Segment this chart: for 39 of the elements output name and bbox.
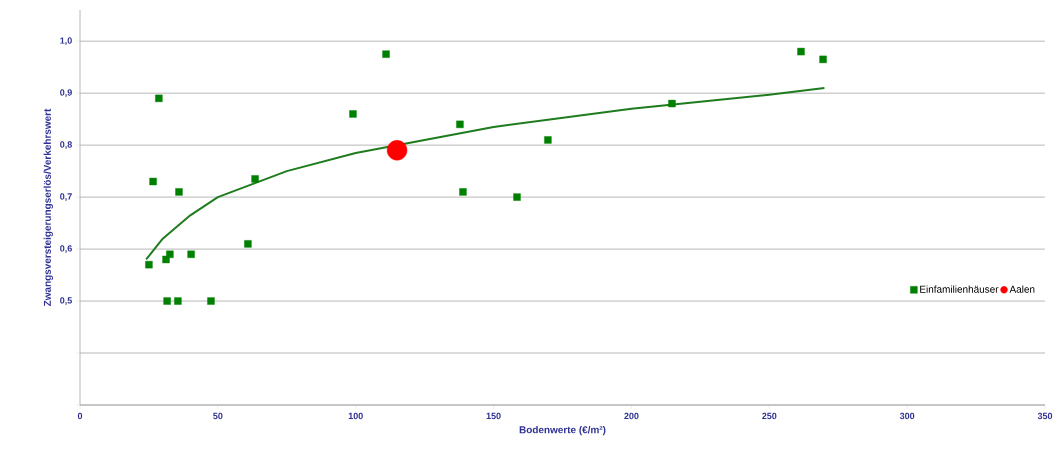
point — [382, 50, 390, 58]
legend-label: Einfamilienhäuser — [920, 285, 999, 293]
point — [797, 47, 805, 56]
point — [459, 188, 467, 196]
x-tick-label: 350 — [1037, 412, 1053, 420]
x-tick-label: 200 — [624, 412, 639, 420]
x-tick-label: 250 — [762, 412, 777, 420]
point — [207, 297, 215, 305]
point — [244, 240, 252, 248]
point — [149, 177, 157, 186]
x-tick-label: 50 — [213, 412, 223, 420]
y-tick-label: 0,9 — [60, 89, 72, 97]
x-axis-title: Bodenwerte (€/m²) — [519, 425, 606, 436]
point — [166, 250, 174, 258]
x-tick-label: 150 — [486, 412, 501, 420]
point — [187, 250, 195, 258]
point — [513, 193, 521, 201]
y-tick-label: 0,8 — [60, 141, 72, 149]
point — [145, 260, 153, 269]
point — [251, 175, 259, 183]
x-tick-label: 0 — [77, 412, 83, 420]
point — [456, 120, 464, 129]
legend-label: Aalen — [1009, 285, 1035, 293]
point — [349, 110, 357, 118]
point — [175, 188, 183, 196]
point — [155, 94, 163, 103]
x-tick-label: 300 — [899, 412, 915, 420]
y-tick-label: 1,0 — [60, 37, 72, 46]
y-tick-label: 0,7 — [60, 193, 72, 201]
y-axis-title: Zwangsversteigerungserlös/Verkehrswert — [43, 108, 53, 307]
point — [386, 140, 408, 161]
y-tick-label: 0,6 — [60, 245, 72, 253]
point — [668, 99, 676, 108]
y-tick-label: 0,5 — [60, 297, 72, 305]
point — [544, 136, 552, 144]
x-tick-label: 100 — [348, 412, 363, 420]
point — [819, 55, 827, 64]
point — [163, 297, 171, 305]
point — [174, 297, 182, 305]
